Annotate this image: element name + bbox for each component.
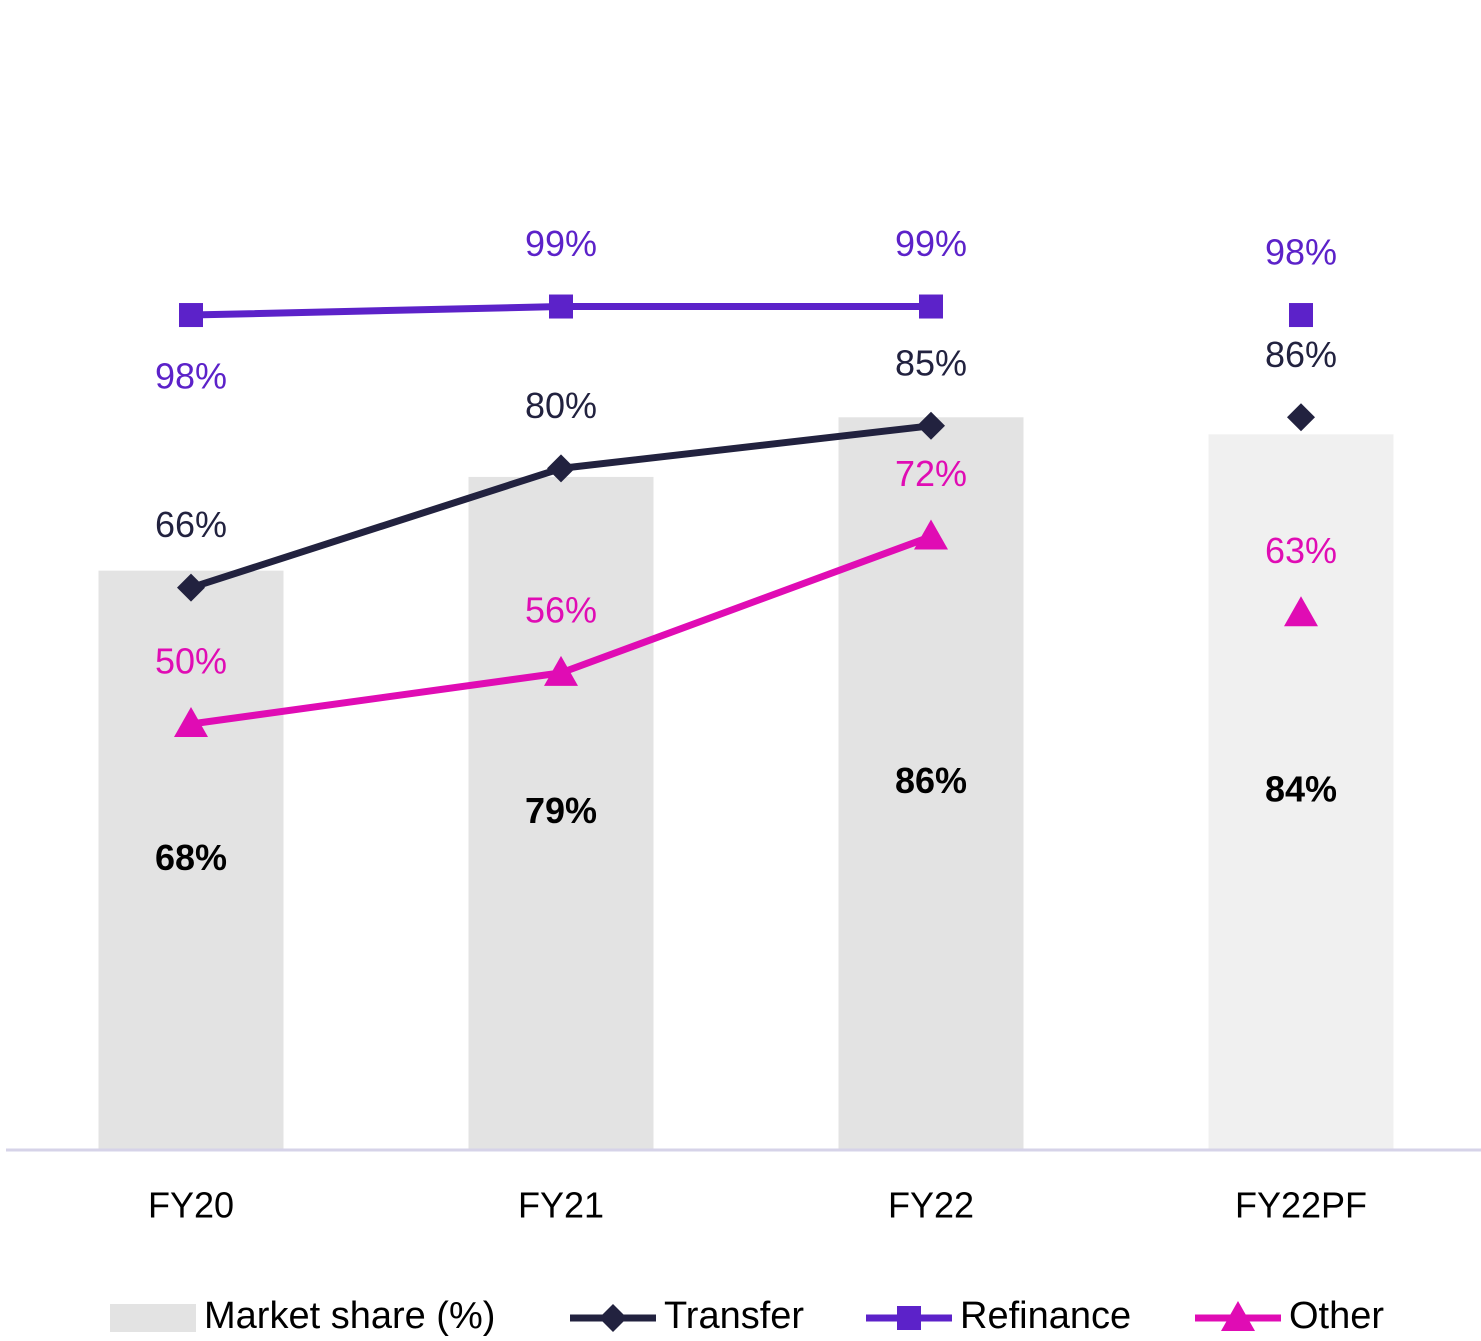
line-value-label: 98%: [1265, 232, 1337, 273]
line-marker: [174, 707, 208, 737]
bar: [98, 570, 284, 1150]
x-tick-label: FY20: [148, 1185, 234, 1226]
line-value-label: 86%: [1265, 334, 1337, 375]
line-value-label: 80%: [525, 385, 597, 426]
line-marker: [177, 573, 205, 602]
bar-value-label: 68%: [155, 837, 227, 878]
line-value-label: 85%: [895, 342, 967, 383]
line-marker: [547, 454, 575, 483]
legend-marker: [1221, 1301, 1255, 1331]
line-value-label: 99%: [895, 223, 967, 264]
line-marker: [1284, 596, 1318, 627]
line-value-label: 99%: [525, 223, 597, 264]
line-marker: [1287, 403, 1315, 432]
line-value-label: 66%: [155, 504, 227, 545]
x-tick-label: FY22: [888, 1185, 974, 1226]
line-marker: [179, 303, 203, 328]
legend-label: Other: [1289, 1295, 1384, 1337]
line-value-label: 56%: [525, 589, 597, 630]
legend-marker: [897, 1306, 921, 1330]
legend-marker: [599, 1304, 627, 1332]
legend-label: Market share (%): [204, 1295, 495, 1337]
line-marker: [919, 294, 943, 319]
line-value-label: 63%: [1265, 530, 1337, 571]
line-marker: [544, 655, 578, 686]
bar: [1208, 434, 1394, 1150]
bar-value-label: 86%: [895, 760, 967, 801]
bar: [468, 476, 654, 1150]
legend-label: Transfer: [664, 1295, 804, 1337]
bar-value-label: 79%: [525, 790, 597, 831]
bar-value-label: 84%: [1265, 769, 1337, 810]
line-marker: [1289, 303, 1313, 328]
line-marker: [917, 411, 945, 440]
line-marker: [549, 294, 573, 319]
x-tick-label: FY22PF: [1235, 1185, 1367, 1226]
x-tick-label: FY21: [518, 1185, 604, 1226]
line-value-label: 98%: [155, 356, 227, 397]
legend-label: Refinance: [960, 1295, 1131, 1337]
line-marker: [914, 519, 948, 550]
legend-swatch: [110, 1304, 196, 1332]
line-value-label: 72%: [895, 453, 967, 494]
line-value-label: 50%: [155, 641, 227, 682]
